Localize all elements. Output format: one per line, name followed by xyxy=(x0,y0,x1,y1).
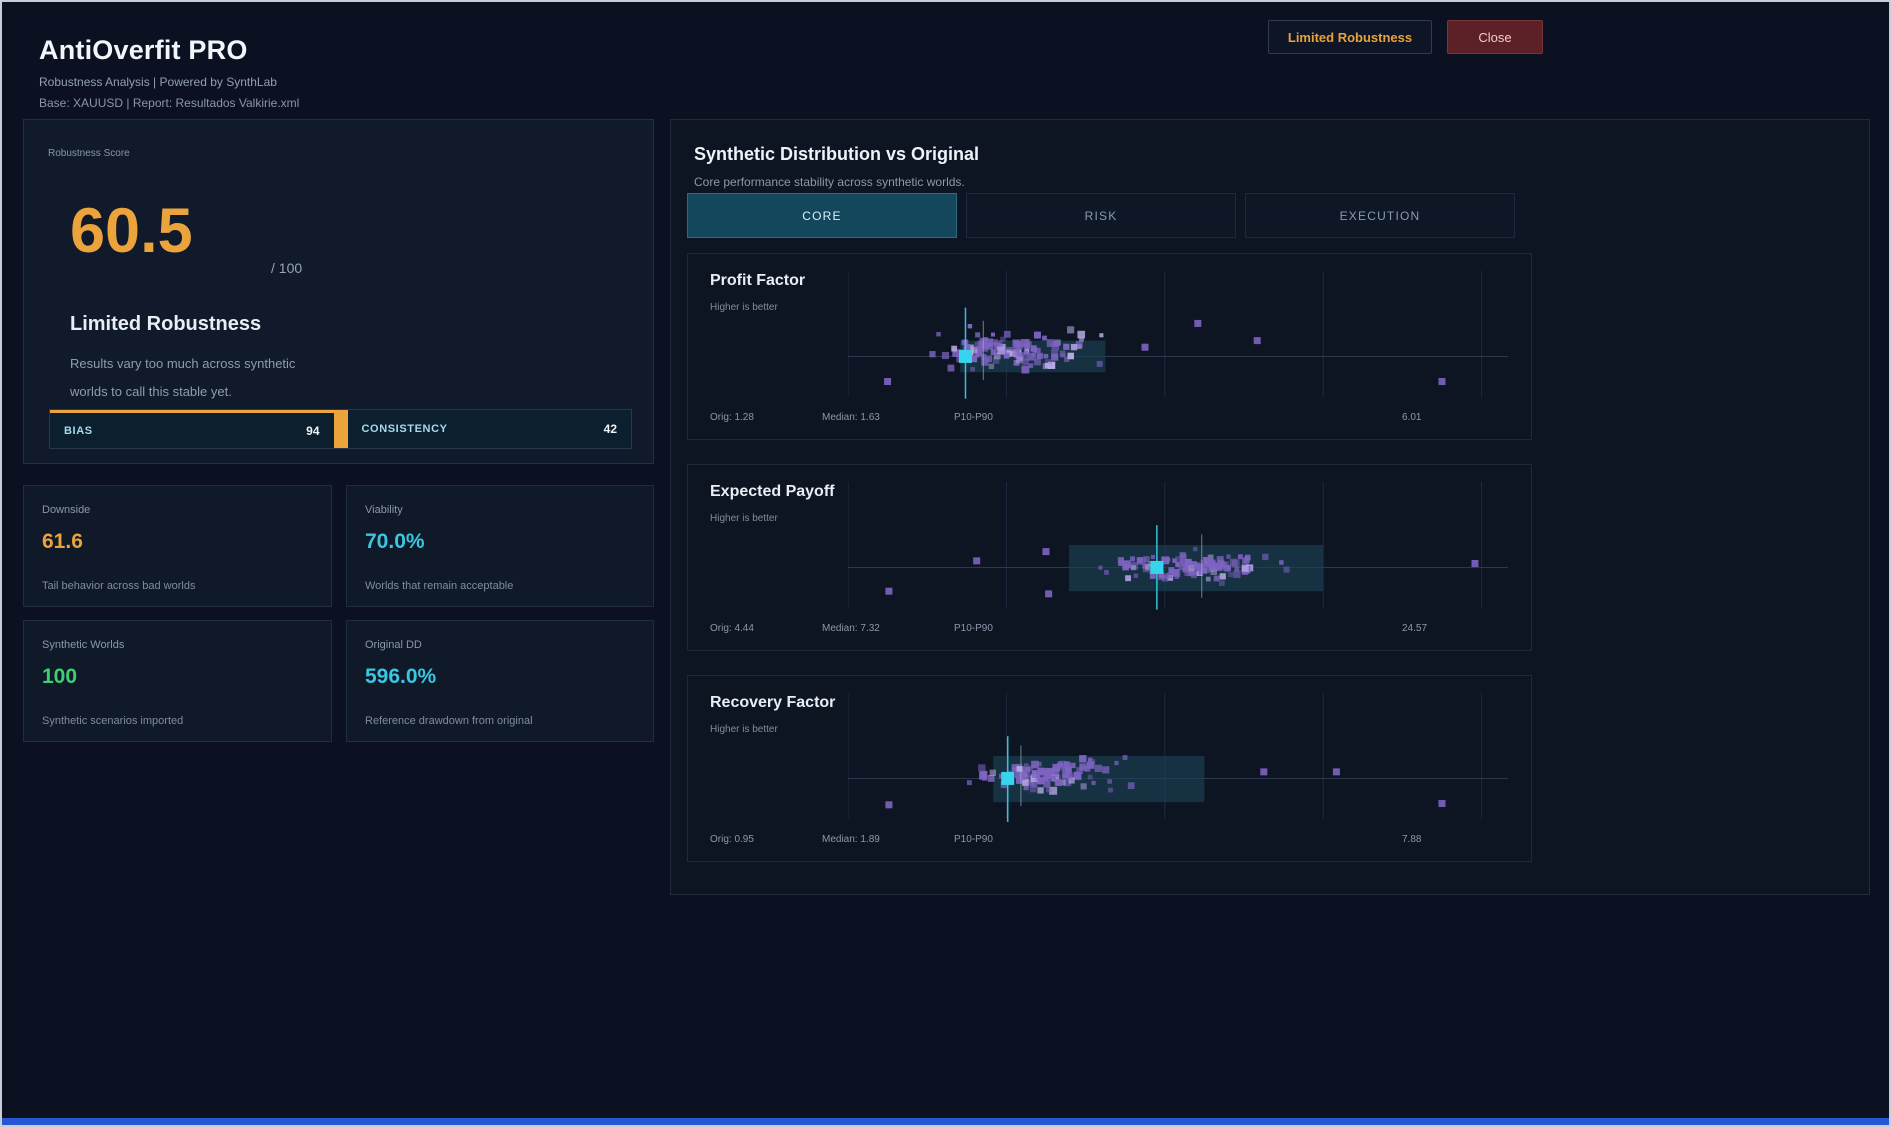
bottom-accent-bar xyxy=(2,1118,1889,1125)
bias-consistency-bar: BIAS 94 CONSISTENCY 42 xyxy=(49,409,632,449)
stat-card-viability: Viability 70.0% Worlds that remain accep… xyxy=(346,485,654,607)
distribution-panel: Synthetic Distribution vs Original Core … xyxy=(670,119,1870,895)
median-value-label: Median: 1.63 xyxy=(822,412,880,423)
p10-p90-label: P10-P90 xyxy=(954,412,993,423)
score-description-line1: Results vary too much across synthetic xyxy=(70,356,296,371)
orig-value-label: Orig: 4.44 xyxy=(710,623,754,634)
tab-label: EXECUTION xyxy=(1339,208,1421,223)
p10-p90-label: P10-P90 xyxy=(954,623,993,634)
tab-execution[interactable]: EXECUTION xyxy=(1245,193,1515,238)
stat-value: 596.0% xyxy=(365,665,437,688)
scatter-plot xyxy=(848,479,1508,611)
tab-risk[interactable]: RISK xyxy=(966,193,1236,238)
report-meta: Base: XAUUSD | Report: Resultados Valkir… xyxy=(39,96,300,110)
consistency-label: CONSISTENCY xyxy=(361,423,448,435)
status-badge: Limited Robustness xyxy=(1268,20,1432,54)
bias-value: 94 xyxy=(306,423,320,438)
score-verdict: Limited Robustness xyxy=(70,313,262,335)
close-button[interactable]: Close xyxy=(1447,20,1543,54)
axis-max-label: 24.57 xyxy=(1402,623,1428,634)
orig-value-label: Orig: 0.95 xyxy=(710,834,754,845)
chart-card-profit-factor: Profit Factor Higher is better Orig: 1.2… xyxy=(687,253,1532,440)
bias-label: BIAS xyxy=(64,424,93,437)
distribution-subtitle: Core performance stability across synthe… xyxy=(694,175,965,189)
stat-value: 100 xyxy=(42,665,78,688)
tab-core[interactable]: CORE xyxy=(687,193,957,238)
chart-note: Higher is better xyxy=(710,513,778,524)
scatter-plot xyxy=(848,268,1508,400)
chart-note: Higher is better xyxy=(710,724,778,735)
stat-card-original-dd: Original DD 596.0% Reference drawdown fr… xyxy=(346,620,654,742)
chart-title: Profit Factor xyxy=(710,272,806,289)
stat-caption: Worlds that remain acceptable xyxy=(365,580,514,592)
chart-list: Profit Factor Higher is better Orig: 1.2… xyxy=(687,253,1532,862)
scatter-plot xyxy=(848,690,1508,822)
tab-label: RISK xyxy=(1084,208,1118,223)
stat-caption: Tail behavior across bad worlds xyxy=(42,580,196,592)
chart-note: Higher is better xyxy=(710,302,778,313)
stat-value: 70.0% xyxy=(365,530,425,553)
distribution-title: Synthetic Distribution vs Original xyxy=(694,144,980,164)
score-value: 60.5 xyxy=(70,196,193,266)
bias-segment: BIAS 94 xyxy=(50,410,334,448)
chart-title: Expected Payoff xyxy=(710,483,835,500)
consistency-segment: CONSISTENCY 42 xyxy=(347,410,631,448)
stat-label: Synthetic Worlds xyxy=(42,639,125,651)
robustness-score-card: Robustness Score 60.5 / 100 Limited Robu… xyxy=(23,119,654,464)
app-subtitle: Robustness Analysis | Powered by SynthLa… xyxy=(39,75,277,89)
score-description-line2: worlds to call this stable yet. xyxy=(70,384,232,399)
chart-title: Recovery Factor xyxy=(710,694,836,711)
tab-bar: CORE RISK EXECUTION xyxy=(687,193,1515,238)
axis-max-label: 7.88 xyxy=(1402,834,1422,845)
stat-label: Downside xyxy=(42,504,91,516)
app-title: AntiOverfit PRO xyxy=(39,35,248,65)
stat-caption: Synthetic scenarios imported xyxy=(42,715,184,727)
chart-card-expected-payoff: Expected Payoff Higher is better Orig: 4… xyxy=(687,464,1532,651)
stat-card-synthetic-worlds: Synthetic Worlds 100 Synthetic scenarios… xyxy=(23,620,332,742)
stat-label: Viability xyxy=(365,504,403,516)
axis-max-label: 6.01 xyxy=(1402,412,1422,423)
bar-divider xyxy=(333,410,348,448)
stat-caption: Reference drawdown from original xyxy=(365,715,533,727)
p10-p90-label: P10-P90 xyxy=(954,834,993,845)
chart-card-recovery-factor: Recovery Factor Higher is better Orig: 0… xyxy=(687,675,1532,862)
stat-label: Original DD xyxy=(365,639,422,651)
stat-card-downside: Downside 61.6 Tail behavior across bad w… xyxy=(23,485,332,607)
stat-grid: Downside 61.6 Tail behavior across bad w… xyxy=(23,485,654,742)
consistency-value: 42 xyxy=(603,422,617,436)
score-denominator: / 100 xyxy=(271,260,303,276)
score-label: Robustness Score xyxy=(48,148,130,159)
median-value-label: Median: 7.32 xyxy=(822,623,880,634)
stat-value: 61.6 xyxy=(42,530,83,553)
median-value-label: Median: 1.89 xyxy=(822,834,880,845)
orig-value-label: Orig: 1.28 xyxy=(710,412,754,423)
tab-label: CORE xyxy=(802,208,842,223)
